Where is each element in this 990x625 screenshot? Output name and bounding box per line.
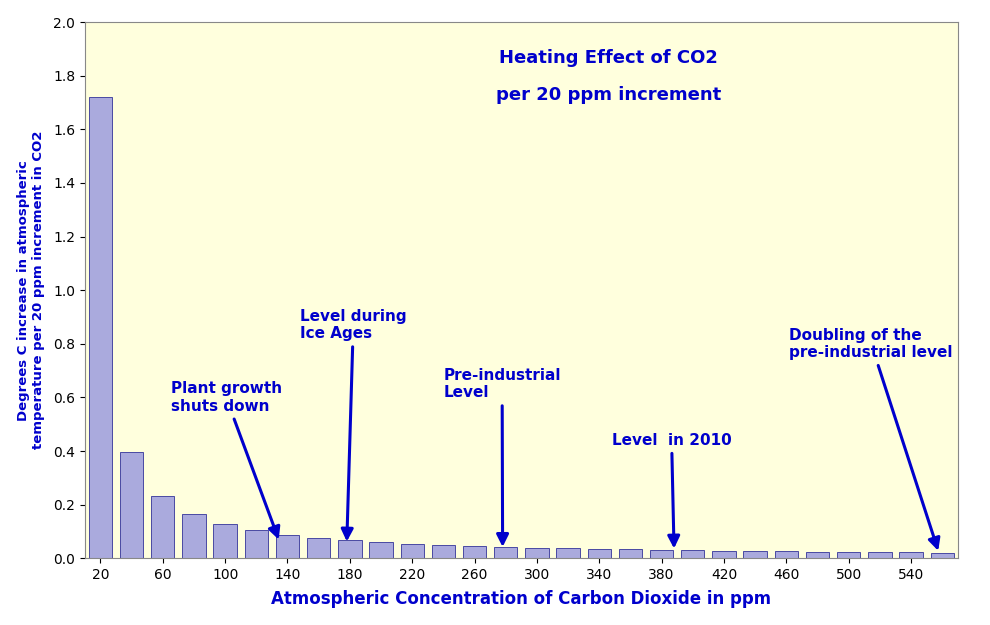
Bar — [931, 552, 954, 558]
Text: Plant growth
shuts down: Plant growth shuts down — [170, 381, 282, 536]
Bar — [463, 546, 486, 558]
Bar — [774, 551, 798, 558]
Bar — [89, 98, 112, 558]
Bar — [401, 544, 424, 558]
Bar — [214, 524, 237, 558]
Text: Level  in 2010: Level in 2010 — [612, 433, 732, 545]
Bar — [432, 545, 455, 558]
Bar — [556, 548, 580, 558]
Bar — [307, 538, 331, 558]
Bar — [245, 530, 268, 558]
Text: Level during
Ice Ages: Level during Ice Ages — [300, 309, 407, 538]
Bar — [182, 514, 206, 558]
Bar — [681, 551, 705, 558]
Bar — [151, 496, 174, 558]
Bar — [120, 452, 144, 558]
Bar — [276, 534, 299, 558]
Bar — [743, 551, 767, 558]
Y-axis label: Degrees C increase in atmospheric
temperature per 20 ppm increment in CO2: Degrees C increase in atmospheric temper… — [17, 131, 45, 449]
Bar — [837, 552, 860, 558]
X-axis label: Atmospheric Concentration of Carbon Dioxide in ppm: Atmospheric Concentration of Carbon Diox… — [271, 591, 771, 608]
Text: Pre-industrial
Level: Pre-industrial Level — [444, 368, 561, 544]
Bar — [868, 552, 892, 558]
Bar — [712, 551, 736, 558]
Bar — [588, 549, 611, 558]
Bar — [619, 549, 643, 558]
Text: Doubling of the
pre-industrial level: Doubling of the pre-industrial level — [789, 328, 953, 548]
Text: per 20 ppm increment: per 20 ppm increment — [496, 86, 722, 104]
Bar — [339, 540, 361, 558]
Bar — [526, 548, 548, 558]
Bar — [369, 542, 393, 558]
Bar — [494, 547, 518, 558]
Text: Heating Effect of CO2: Heating Effect of CO2 — [499, 49, 718, 67]
Bar — [806, 552, 830, 558]
Bar — [899, 552, 923, 558]
Bar — [649, 550, 673, 558]
